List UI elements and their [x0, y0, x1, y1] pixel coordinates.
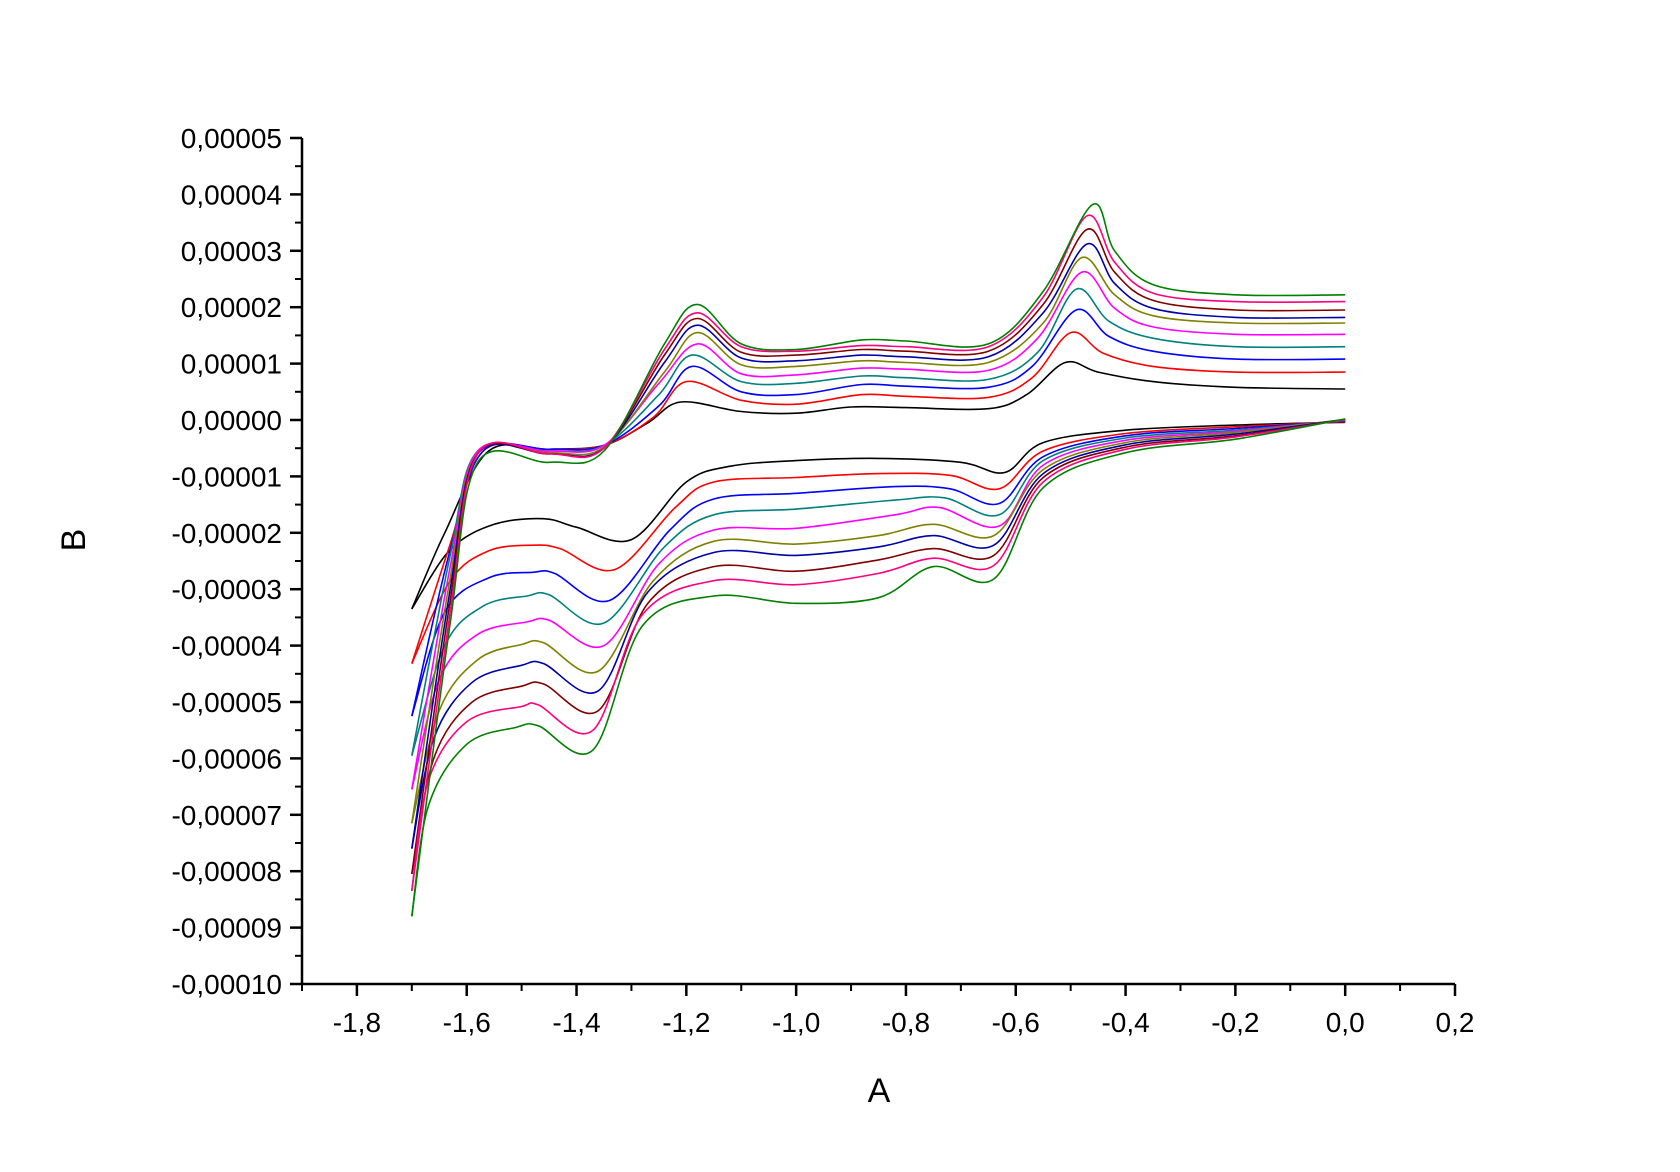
x-tick-label: 0,0 [1326, 1007, 1365, 1038]
x-tick-label: -0,2 [1211, 1007, 1259, 1038]
y-tick-label: -0,00006 [171, 743, 282, 774]
series-3-forward-line [411, 419, 1346, 756]
series-9-reverse-line [411, 203, 1346, 917]
y-ticks: 0,00005 0,00004 0,00003 0,00002 0,00001 0,000… [171, 123, 302, 1000]
series-8-forward-line [411, 418, 1346, 892]
y-tick-label: -0,00004 [171, 631, 282, 662]
y-tick-label: -0,00008 [171, 856, 282, 887]
y-tick-label: 0,00005 [181, 123, 282, 154]
y-tick-label: -0,00010 [171, 969, 282, 1000]
x-tick-label: -1,4 [552, 1007, 600, 1038]
y-tick-label: 0,00004 [181, 179, 282, 210]
x-tick-label: -0,4 [1101, 1007, 1149, 1038]
axes [300, 138, 1455, 986]
y-tick-label: -0,00003 [171, 574, 282, 605]
series-5-forward-line [411, 418, 1346, 824]
series-2-forward-line [411, 420, 1346, 717]
series-group [411, 203, 1346, 917]
y-tick-label: -0,00005 [171, 687, 282, 718]
series-1-reverse-line [411, 331, 1346, 664]
y-tick-label: -0,00009 [171, 913, 282, 944]
series-7-reverse-line [411, 228, 1346, 875]
series-4-forward-line [411, 419, 1346, 790]
x-tick-label: -0,8 [882, 1007, 930, 1038]
x-tick-label: -1,8 [333, 1007, 381, 1038]
x-tick-label: -1,0 [772, 1007, 820, 1038]
y-tick-label: 0,00002 [181, 292, 282, 323]
series-0-forward-line [411, 421, 1346, 610]
x-ticks: -1,8 -1,6 -1,4 -1,2 -1,0 -0,8 -0,6 -0,4 -0,2 0,0 0… [301, 984, 1475, 1038]
x-tick-label: -1,6 [443, 1007, 491, 1038]
x-tick-label: 0,2 [1436, 1007, 1475, 1038]
y-tick-label: -0,00001 [171, 461, 282, 492]
y-tick-label: -0,00007 [171, 800, 282, 831]
x-tick-label: -1,2 [662, 1007, 710, 1038]
series-8-reverse-line [411, 214, 1346, 892]
y-tick-label: -0,00002 [171, 518, 282, 549]
y-axis-title: B [55, 529, 93, 552]
y-tick-label: 0,00000 [181, 405, 282, 436]
x-tick-label: -0,6 [992, 1007, 1040, 1038]
series-5-reverse-line [411, 256, 1346, 824]
series-4-reverse-line [411, 271, 1346, 790]
series-3-reverse-line [411, 287, 1346, 756]
y-tick-label: 0,00001 [181, 349, 282, 380]
series-7-forward-line [411, 418, 1346, 875]
series-9-forward-line [411, 418, 1346, 917]
y-tick-label: 0,00003 [181, 236, 282, 267]
series-6-forward-line [411, 418, 1346, 849]
x-axis-title: A [868, 1072, 891, 1110]
series-1-forward-line [411, 420, 1346, 664]
